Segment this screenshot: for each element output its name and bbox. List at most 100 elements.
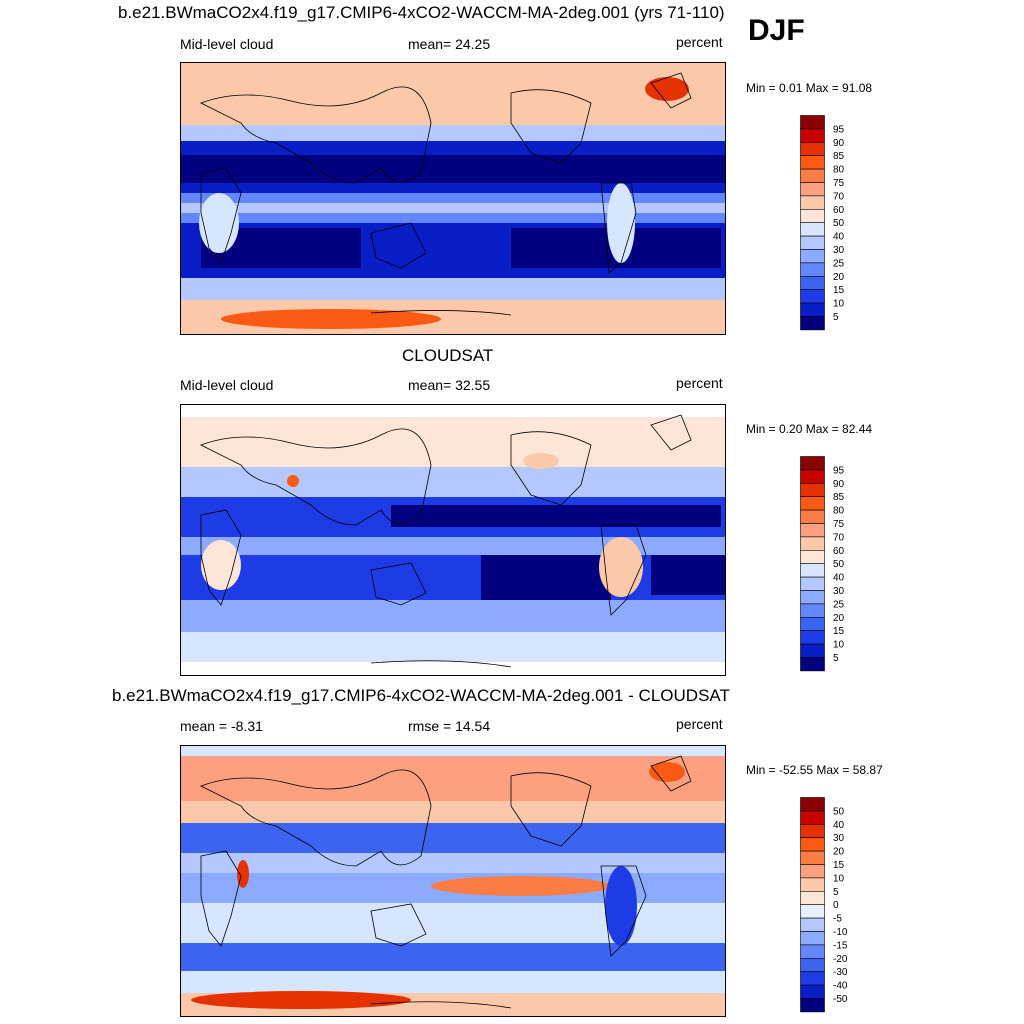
panel3-min-max: Min = -52.55 Max = 58.87 bbox=[746, 763, 883, 777]
colorbar-box bbox=[800, 496, 825, 511]
colorbar-tick-label: 25 bbox=[833, 258, 845, 269]
tropic-band bbox=[181, 853, 725, 873]
colorbar-box bbox=[800, 877, 825, 892]
pacific-itcz-feature bbox=[431, 876, 611, 896]
colorbar-tick-label: -10 bbox=[833, 927, 848, 938]
panel3-mean-label: mean = -8.31 bbox=[180, 718, 263, 734]
colorbar-box bbox=[800, 944, 825, 959]
panel1-units-label: percent bbox=[676, 34, 723, 50]
colorbar-tick-label: 0 bbox=[833, 900, 839, 911]
colorbar-tick-label: 85 bbox=[833, 151, 845, 162]
colorbar-box bbox=[800, 590, 825, 605]
subtropic-north-band bbox=[181, 823, 725, 853]
andes-feature bbox=[607, 183, 635, 263]
colorbar-box bbox=[800, 630, 825, 645]
colorbar-box bbox=[800, 891, 825, 906]
panel1-variable-label: Mid-level cloud bbox=[180, 36, 274, 52]
colorbar-box bbox=[800, 302, 825, 317]
colorbar-tick-label: 60 bbox=[833, 546, 845, 557]
colorbar-box bbox=[800, 823, 825, 838]
colorbar-tick-label: 75 bbox=[833, 178, 845, 189]
colorbar-box bbox=[800, 456, 825, 471]
colorbar-tick-label: 10 bbox=[833, 299, 845, 310]
southern-ocean-band bbox=[181, 600, 725, 632]
panel1-map bbox=[180, 62, 726, 335]
panel3-title: b.e21.BWmaCO2x4.f19_g17.CMIP6-4xCO2-WACC… bbox=[112, 686, 730, 705]
panel3-map-svg bbox=[181, 746, 725, 1016]
antarctic-high bbox=[191, 991, 411, 1009]
season-label: DJF bbox=[748, 14, 805, 47]
coastlines bbox=[200, 72, 692, 316]
colorbar-box bbox=[800, 209, 825, 224]
colorbar-tick-label: 95 bbox=[833, 124, 845, 135]
colorbar-box bbox=[800, 850, 825, 865]
polar-north-band bbox=[181, 63, 725, 125]
colorbar-tick-label: 90 bbox=[833, 479, 845, 490]
panel2-title: CLOUDSAT bbox=[402, 346, 494, 365]
colorbar-box bbox=[800, 657, 825, 672]
subtropic-north-core bbox=[181, 155, 725, 183]
colorbar-box bbox=[800, 617, 825, 632]
colorbar-box bbox=[800, 222, 825, 237]
colorbar-box bbox=[800, 509, 825, 524]
colorbar-box bbox=[800, 837, 825, 852]
colorbar-box bbox=[800, 998, 825, 1013]
africa-feature bbox=[199, 193, 239, 253]
colorbar-tick-label: 30 bbox=[833, 586, 845, 597]
panel2-variable-label: Mid-level cloud bbox=[180, 377, 274, 393]
colorbar-tick-label: -50 bbox=[833, 994, 848, 1005]
south-atlantic-core bbox=[651, 555, 725, 595]
polar-north-band bbox=[181, 756, 725, 801]
colorbar-tick-label: -5 bbox=[833, 914, 842, 925]
polar-north-band bbox=[181, 417, 725, 472]
rockies-feature bbox=[523, 453, 559, 469]
panel2-map-svg bbox=[181, 405, 725, 675]
colorbar-tick-label: 80 bbox=[833, 165, 845, 176]
colorbar-box bbox=[800, 536, 825, 551]
panel3-map bbox=[180, 745, 726, 1017]
colorbar-box bbox=[800, 235, 825, 250]
panel1-title: b.e21.BWmaCO2x4.f19_g17.CMIP6-4xCO2-WACC… bbox=[118, 3, 725, 22]
colorbar-tick-label: 40 bbox=[833, 573, 845, 584]
colorbar-tick-label: 15 bbox=[833, 626, 845, 637]
colorbar-tick-label: 85 bbox=[833, 492, 845, 503]
colorbar-tick-label: 25 bbox=[833, 599, 845, 610]
southern-ocean-band bbox=[181, 943, 725, 971]
colorbar-box bbox=[800, 523, 825, 538]
colorbar-tick-label: 70 bbox=[833, 191, 845, 202]
colorbar-box bbox=[800, 182, 825, 197]
south-pacific-core bbox=[481, 555, 611, 600]
panel2-units-label: percent bbox=[676, 375, 723, 391]
colorbar-box bbox=[800, 482, 825, 497]
colorbar-box bbox=[800, 550, 825, 565]
colorbar-tick-label: 30 bbox=[833, 245, 845, 256]
colorbar-tick-label: 90 bbox=[833, 138, 845, 149]
colorbar-box bbox=[800, 168, 825, 183]
colorbar-tick-label: 50 bbox=[833, 559, 845, 570]
south-america-feature bbox=[599, 537, 643, 597]
colorbar-box bbox=[800, 195, 825, 210]
panel3-rmse-label: rmse = 14.54 bbox=[408, 718, 491, 734]
colorbar-tick-label: 20 bbox=[833, 613, 845, 624]
colorbar-svg: 95 90 85 80 75 70 60 50 40 30 25 20 15 10 5 bbox=[800, 115, 845, 331]
subantarctic-band bbox=[181, 632, 725, 662]
africa-feature bbox=[201, 540, 241, 590]
colorbar-box bbox=[800, 958, 825, 973]
itcz-band bbox=[181, 537, 725, 555]
colorbar-box bbox=[800, 643, 825, 658]
colorbar-box bbox=[800, 864, 825, 879]
midlat-band bbox=[181, 467, 725, 497]
colorbar-box bbox=[800, 469, 825, 484]
colorbar-tick-label: 10 bbox=[833, 873, 845, 884]
colorbar-box bbox=[800, 276, 825, 291]
south-america-feature bbox=[605, 866, 637, 946]
colorbar-box bbox=[800, 563, 825, 578]
colorbar-box bbox=[800, 155, 825, 170]
colorbar-box bbox=[800, 917, 825, 932]
colorbar-tick-label: 5 bbox=[833, 653, 839, 664]
colorbar-box bbox=[800, 115, 825, 130]
colorbar-box bbox=[800, 262, 825, 277]
panel1-map-svg bbox=[181, 63, 725, 334]
tibet-feature bbox=[287, 475, 299, 487]
colorbar-svg: 95 90 85 80 75 70 60 50 40 30 25 20 15 10 5 bbox=[800, 456, 845, 672]
